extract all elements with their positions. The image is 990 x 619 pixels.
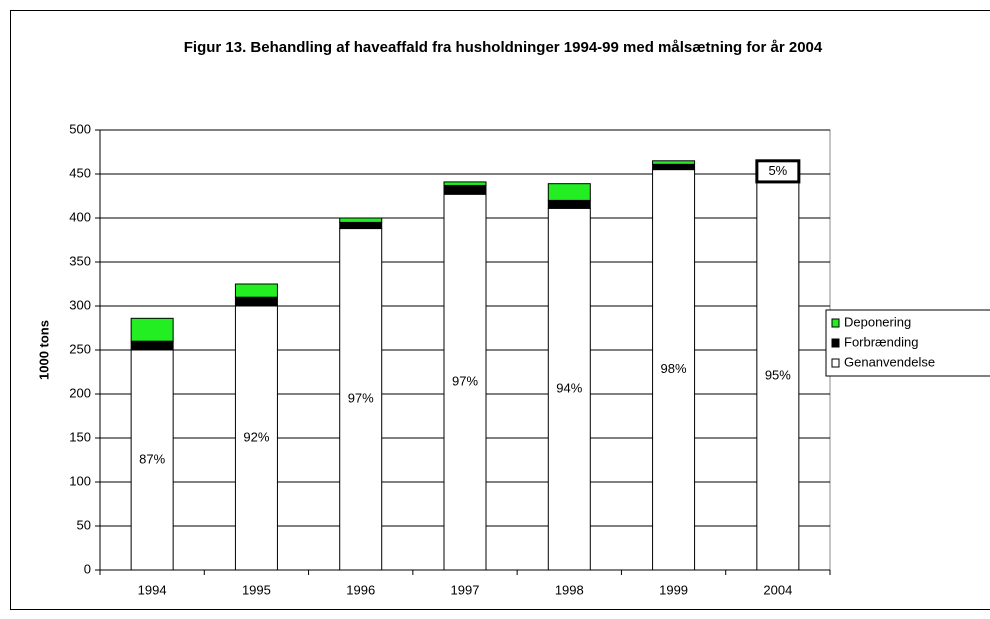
y-tick-label: 250: [69, 341, 91, 356]
y-tick-label: 350: [69, 253, 91, 268]
x-tick-label: 2004: [763, 582, 792, 597]
y-tick-label: 300: [69, 297, 91, 312]
bar-segment: [443, 193, 487, 571]
bar-segment: [339, 217, 383, 223]
bar-segment: [547, 207, 591, 571]
bar-segment: [234, 283, 278, 298]
bar-segment: [339, 221, 383, 230]
chart-frame: [10, 10, 990, 610]
data-label: 97%: [348, 391, 374, 406]
legend-swatch: [831, 358, 840, 368]
data-label: 95%: [765, 367, 791, 382]
bar-segment: [130, 340, 174, 351]
bar-segment: [443, 184, 487, 195]
x-tick-label: 1994: [138, 582, 167, 597]
chart-title: Figur 13. Behandling af haveaffald fra h…: [183, 39, 823, 56]
y-tick-label: 500: [69, 121, 91, 136]
x-tick-label: 1996: [346, 582, 375, 597]
legend-label: Genanvendelse: [844, 354, 935, 369]
y-tick-label: 50: [77, 517, 91, 532]
bar-segment: [234, 296, 278, 307]
y-axis-label: 1000 tons: [36, 320, 51, 380]
data-label: 98%: [661, 361, 687, 376]
x-tick-label: 1995: [242, 582, 271, 597]
x-tick-label: 1999: [659, 582, 688, 597]
bar-segment: [339, 228, 383, 571]
y-tick-label: 400: [69, 209, 91, 224]
bar-segment: [130, 349, 174, 571]
bar-segment: [547, 199, 591, 209]
data-label: 5%: [768, 163, 787, 178]
bar-segment: [756, 181, 800, 571]
data-label: 92%: [243, 429, 269, 444]
y-tick-label: 150: [69, 429, 91, 444]
bar-segment: [652, 160, 696, 165]
y-tick-label: 450: [69, 165, 91, 180]
legend-swatch: [831, 318, 840, 328]
data-label: 94%: [556, 381, 582, 396]
x-tick-label: 1997: [451, 582, 480, 597]
bar-segment: [443, 181, 487, 186]
legend-box: [825, 309, 990, 377]
bar-segment: [547, 183, 591, 201]
data-label: 87%: [139, 451, 165, 466]
x-tick-label: 1998: [555, 582, 584, 597]
y-tick-label: 200: [69, 385, 91, 400]
data-label: 97%: [452, 374, 478, 389]
y-tick-label: 100: [69, 473, 91, 488]
bar-segment: [652, 163, 696, 171]
legend-label: Forbrænding: [844, 334, 918, 349]
legend-swatch: [831, 338, 840, 348]
legend-label: Deponering: [844, 314, 911, 329]
bar-segment: [234, 305, 278, 571]
bar-segment: [130, 317, 174, 342]
bar-segment: [755, 159, 801, 184]
bar-segment: [652, 169, 696, 571]
y-tick-label: 0: [84, 561, 91, 576]
